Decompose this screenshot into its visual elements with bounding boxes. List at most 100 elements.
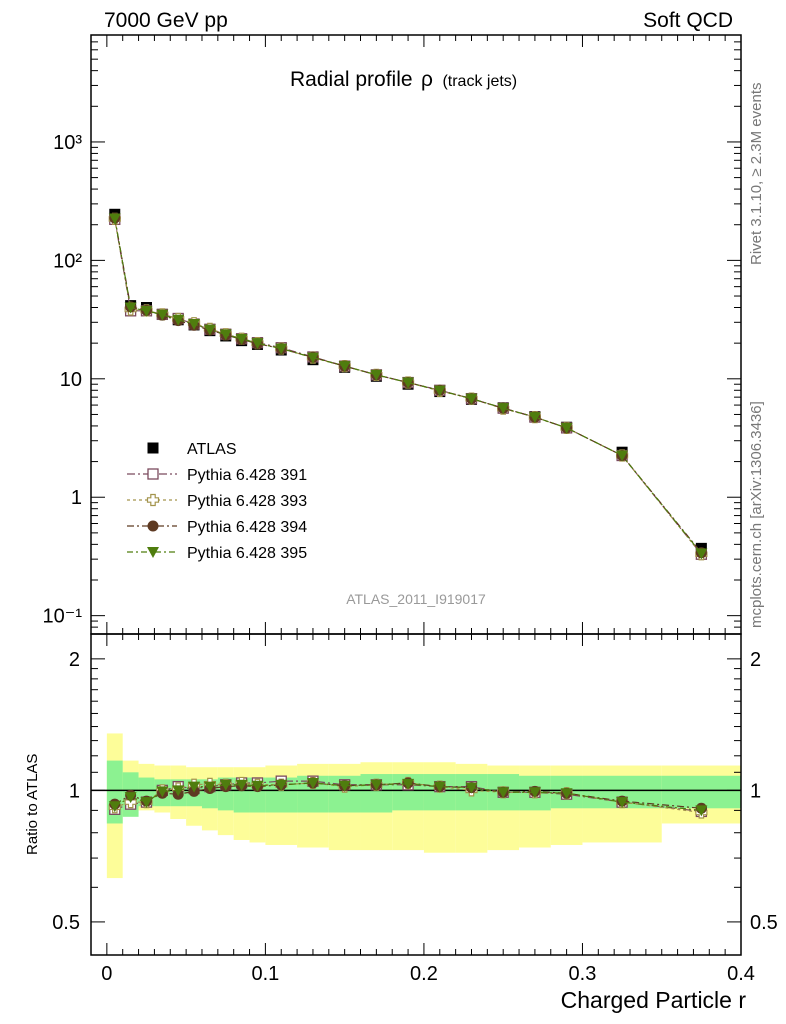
x-tick-label: 0.2 — [410, 963, 438, 985]
main-series-line — [114, 217, 702, 554]
header-left: 7000 GeV pp — [104, 9, 228, 32]
main-series-line — [114, 218, 702, 554]
legend-entry: Pythia 6.428 394 — [127, 519, 307, 536]
main-data-point — [338, 361, 351, 373]
ratio-data-point — [108, 801, 121, 813]
main-data-point — [172, 314, 185, 326]
main-data-point — [235, 333, 248, 345]
ratio-data-point — [275, 779, 288, 791]
ratio-data-point — [172, 785, 185, 797]
legend-entry: Pythia 6.428 395 — [127, 545, 307, 562]
main-y-tick-label: 10 — [60, 369, 82, 391]
x-tick-label: 0 — [101, 963, 112, 985]
main-y-tick-label: 10² — [53, 250, 82, 272]
ratio-ylabel: Ratio to ATLAS — [24, 754, 41, 855]
ratio-series-line — [114, 782, 702, 811]
legend-marker — [147, 468, 159, 480]
main-data-point — [275, 343, 288, 355]
ratio-data-point — [306, 777, 319, 789]
ratio-series-3 — [108, 777, 708, 817]
ratio-data-point — [156, 786, 169, 798]
ratio-series-line — [114, 780, 702, 813]
main-data-point — [203, 324, 216, 336]
ratio-data-point — [497, 787, 510, 799]
legend-entry: Pythia 6.428 391 — [127, 467, 307, 484]
legend: ATLAS Pythia 6.428 391 Pythia 6.428 393 Pyt… — [127, 441, 307, 562]
ratio-y-tick-label: 0.5 — [52, 912, 80, 934]
main-plot-title: Radial profile ρ (track jets) — [290, 68, 517, 91]
main-data-point — [433, 385, 446, 397]
ratio-y-tick-label: 2 — [69, 649, 80, 671]
mcplots-label: mcplots.cern.ch [arXiv:1306.3436] — [748, 401, 765, 628]
ratio-data-point — [370, 779, 383, 791]
legend-label: Pythia 6.428 395 — [187, 545, 307, 562]
ratio-data-point — [203, 781, 216, 793]
main-data-point — [108, 213, 121, 225]
ratio-data-point — [695, 805, 708, 817]
ratio-data-point — [219, 779, 232, 791]
x-tick-label: 0.1 — [251, 963, 279, 985]
main-data-point — [124, 302, 137, 314]
main-data-point — [402, 377, 415, 389]
x-axis-label: Charged Particle r — [561, 987, 747, 1013]
main-data-point — [251, 338, 264, 350]
main-y-tick-label: 10³ — [53, 132, 82, 154]
ratio-data-point — [338, 780, 351, 792]
ratio-data-point — [251, 780, 264, 792]
ratio-series-line — [114, 782, 702, 809]
title-symbol: ρ — [421, 68, 433, 91]
analysis-id: ATLAS_2011_I919017 — [346, 591, 486, 607]
legend-label: Pythia 6.428 393 — [187, 493, 307, 510]
main-data-point — [219, 329, 232, 341]
ratio-data-point — [188, 781, 201, 793]
main-series-4 — [108, 213, 708, 560]
ratio-y-tick-label: 1 — [69, 780, 80, 802]
ratio-bands — [106, 733, 741, 879]
legend-label: Pythia 6.428 394 — [187, 519, 307, 536]
main-data-point — [465, 393, 478, 405]
legend-marker — [146, 493, 160, 507]
ratio-data-point — [465, 782, 478, 794]
legend-marker — [147, 442, 159, 454]
title-main: Radial profile — [290, 68, 413, 91]
main-data-point — [140, 305, 153, 317]
ratio-data-point — [235, 779, 248, 791]
main-data-point — [497, 403, 510, 415]
main-data-point — [370, 369, 383, 381]
ratio-data-point — [528, 787, 541, 799]
main-data-point — [560, 422, 573, 434]
legend-entry: Pythia 6.428 393 — [127, 493, 307, 510]
main-series-layer — [108, 208, 708, 561]
ratio-frame — [90, 633, 742, 956]
main-data-point — [616, 450, 629, 462]
main-y-tick-label: 1 — [71, 487, 82, 509]
main-data-point — [695, 548, 708, 560]
main-data-point — [528, 412, 541, 424]
ratio-y-tick-label-right: 0.5 — [750, 912, 778, 934]
header-right: Soft QCD — [643, 9, 733, 32]
ratio-data-point — [433, 781, 446, 793]
main-data-point — [188, 319, 201, 331]
ratio-y-tick-label-right: 1 — [750, 780, 761, 802]
main-data-point — [156, 309, 169, 321]
main-data-point — [306, 352, 319, 364]
ratio-y-tick-label-right: 2 — [750, 649, 761, 671]
ratio-data-point — [402, 778, 415, 790]
axes: 0 0.1 0.2 0.3 0.4 10⁻¹ 1 10 10² 10³ 0.5 0.5 1 1 2 2 — [43, 34, 778, 985]
ratio-data-point — [124, 792, 137, 804]
legend-marker — [147, 520, 159, 532]
x-tick-label: 0.4 — [727, 963, 755, 985]
legend-label: Pythia 6.428 391 — [187, 467, 307, 484]
main-y-tick-label: 10⁻¹ — [43, 606, 83, 628]
legend-entry: ATLAS — [147, 441, 237, 458]
title-suffix: (track jets) — [442, 73, 517, 90]
ratio-data-point — [560, 788, 573, 800]
rivet-label: Rivet 3.1.10, ≥ 2.3M events — [748, 83, 765, 266]
legend-marker — [147, 547, 159, 558]
x-tick-label: 0.3 — [569, 963, 597, 985]
ratio-data-point — [616, 797, 629, 809]
legend-label: ATLAS — [187, 441, 237, 458]
ratio-data-point — [140, 797, 153, 809]
ratio-series-layer — [108, 775, 708, 819]
